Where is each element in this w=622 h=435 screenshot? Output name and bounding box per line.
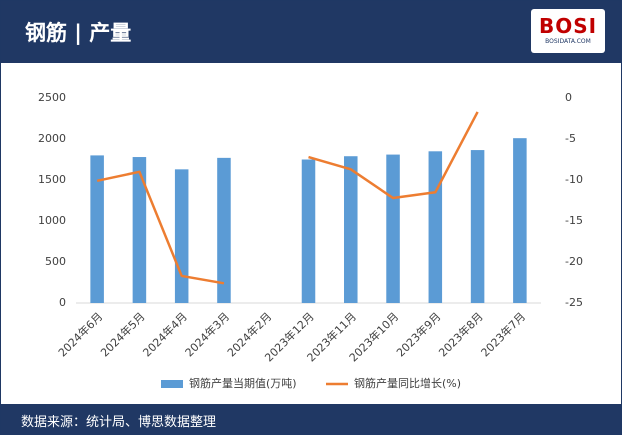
y2-tick-label: -25: [565, 296, 583, 309]
y2-tick-label: -5: [565, 132, 576, 145]
y2-tick-label: -10: [565, 173, 583, 186]
bar: [90, 155, 104, 303]
bar: [470, 150, 485, 303]
x-tick-label: 2024年5月: [97, 309, 147, 359]
legend-label: 钢筋产量当期值(万吨): [189, 376, 297, 390]
y-tick-label: 2500: [38, 91, 66, 104]
bar: [428, 151, 443, 303]
bar: [217, 157, 231, 303]
y-tick-label: 1500: [38, 173, 66, 186]
y-tick-label: 0: [59, 296, 66, 309]
bar: [513, 138, 527, 303]
footer: 数据来源：统计局、博思数据整理: [1, 404, 621, 434]
logo-subtext: BOSIDATA.COM: [545, 38, 591, 45]
bar: [386, 154, 400, 303]
legend-label: 钢筋产量同比增长(%): [354, 376, 461, 390]
line: [96, 111, 479, 285]
bar: [132, 157, 147, 303]
y2-tick-label: 0: [565, 91, 572, 104]
source: 数据来源：统计局、博思数据整理: [21, 415, 217, 430]
header: 钢筋 | 产量 BOSI BOSIDATA.COM: [1, 1, 621, 63]
y2-tick-label: -15: [565, 214, 583, 227]
bar: [344, 156, 358, 303]
bar: [301, 159, 316, 303]
x-tick-label: 2023年9月: [393, 309, 443, 359]
x-tick-label: 2024年4月: [140, 309, 190, 359]
legend-swatch: [161, 380, 183, 388]
y-tick-label: 2000: [38, 132, 66, 145]
x-tick-label: 2024年3月: [182, 309, 232, 359]
y-tick-label: 500: [45, 255, 66, 268]
chart: 05001000150020002500-25-20-15-10-502024年…: [38, 91, 583, 390]
logo: BOSI BOSIDATA.COM: [531, 9, 605, 53]
x-tick-label: 2024年6月: [55, 309, 105, 359]
x-tick-label: 2023年7月: [478, 309, 528, 359]
bar: [174, 169, 189, 303]
y2-tick-label: -20: [565, 255, 583, 268]
title: 钢筋 | 产量: [25, 21, 132, 45]
x-tick-label: 2023年8月: [436, 309, 486, 359]
logo-text: BOSI: [538, 14, 598, 38]
y-tick-label: 1000: [38, 214, 66, 227]
